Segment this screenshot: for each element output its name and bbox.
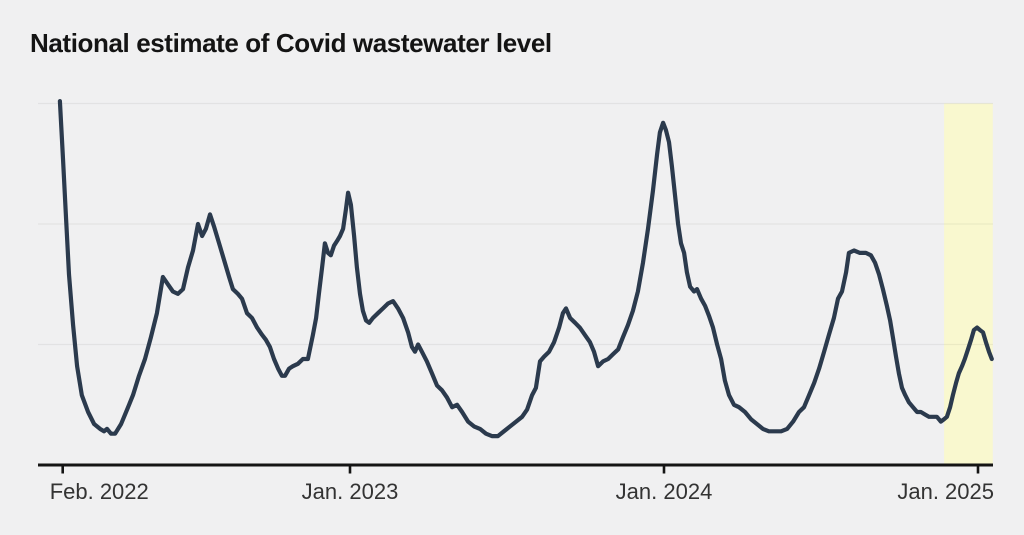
- chart-title: National estimate of Covid wastewater le…: [30, 28, 552, 58]
- x-tick-label: Jan. 2023: [302, 479, 399, 504]
- x-tick-label: Jan. 2025: [897, 479, 994, 504]
- series-path: [57, 99, 994, 439]
- x-tick-labels: Feb. 2022 Jan. 2023 Jan. 2024 Jan. 2025: [50, 479, 994, 504]
- gridlines: [38, 102, 993, 346]
- highlight-band-rect: [944, 103, 993, 465]
- series-line: [57, 99, 994, 439]
- x-tick-label: Jan. 2024: [616, 479, 713, 504]
- highlight-band: [944, 103, 993, 465]
- x-tick-label: Feb. 2022: [50, 479, 149, 504]
- x-tick-marks: [61, 464, 980, 474]
